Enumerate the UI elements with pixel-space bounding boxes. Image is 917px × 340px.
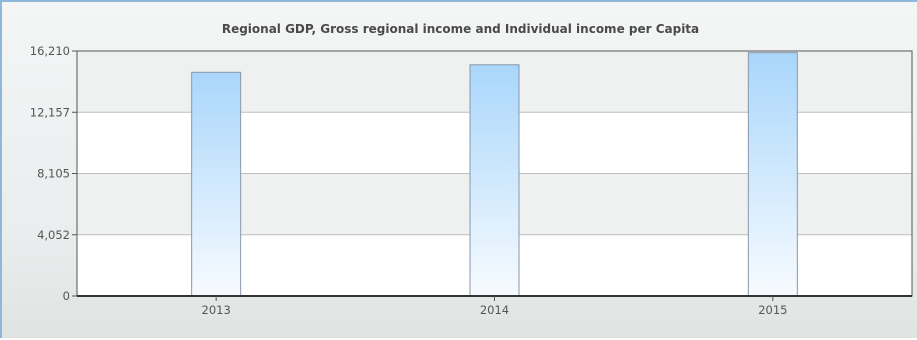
y-tick-label: 0 [63, 289, 70, 303]
x-tick-label: 2013 [202, 303, 231, 317]
x-tick-label: 2015 [758, 303, 787, 317]
bar-2015 [747, 52, 798, 297]
y-tick-label: 12,157 [30, 105, 70, 119]
y-tick-label: 4,052 [37, 228, 70, 242]
y-tick-label: 16,210 [30, 44, 70, 58]
x-tick-label: 2014 [480, 303, 509, 317]
bar-2013 [191, 71, 242, 297]
chart-title: Regional GDP, Gross regional income and … [221, 22, 700, 36]
bar-2014 [469, 64, 520, 297]
y-tick-label: 8,105 [37, 167, 70, 181]
